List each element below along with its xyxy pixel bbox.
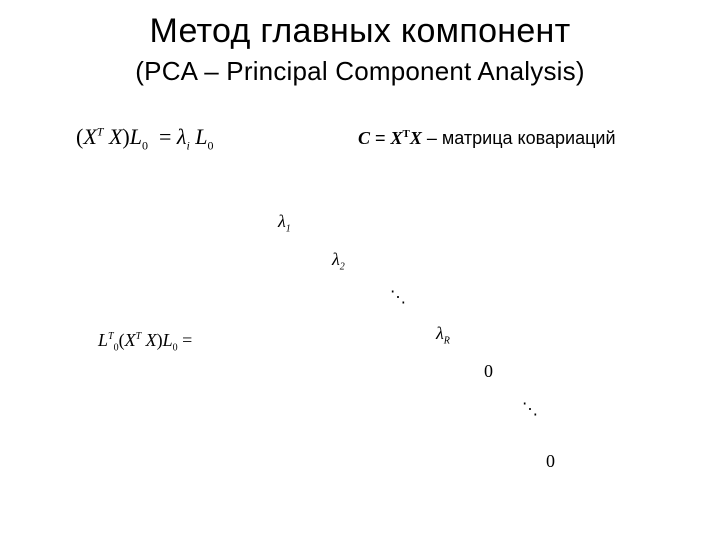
cov-text: матрица ковариаций [442,128,616,148]
matrix-entry-2: ⋱ [390,287,405,307]
eq2-X2: X [146,330,157,350]
cov-eq: = [370,128,391,148]
eq1-sub0b: 0 [208,138,214,152]
cov-X1: X [391,128,403,148]
covariance-note: C = XTX – матрица ковариаций [358,128,616,149]
matrix-entry-4: 0 [484,361,493,382]
eq2-T0a: T [108,331,114,342]
matrix-entry-3: λR [436,323,450,347]
cov-T: T [403,128,410,140]
eq2-supT: T [136,331,142,342]
slide-subtitle: (PCA – Principal Component Analysis) [0,56,720,87]
matrix-entry-6: 0 [546,451,555,472]
eq1-X2: X [109,124,122,149]
eq2-L2: L [163,330,173,350]
eq1-sub0a: 0 [142,138,148,152]
eq2-eq: = [178,330,193,350]
eigenvalue-matrix: λ1 λ2 ⋱ λR 0 ⋱ 0 [250,205,570,485]
eq1-L2: L [195,124,207,149]
slide-title: Метод главных компонент [0,12,720,51]
eq1-L1: L [130,124,142,149]
eq2-X1: X [125,330,136,350]
matrix-entry-5: ⋱ [522,399,537,419]
eq2-L1: L [98,330,108,350]
rparen: ) [122,124,129,149]
eq1-X1: X [83,124,96,149]
cov-X2: X [410,128,422,148]
matrix-entry-0: λ1 [278,211,291,235]
eq1-supT: T [97,125,104,139]
cov-C: C [358,128,370,148]
cov-dash: – [422,128,442,148]
matrix-entry-1: λ2 [332,249,345,273]
equation-diagonalization: LT0(XT X)L0 = [98,330,192,354]
eq1-eq: = [154,124,177,149]
equation-eigen: (XT X)L0 = λi L0 [76,124,214,153]
eq1-subi: i [186,138,189,152]
